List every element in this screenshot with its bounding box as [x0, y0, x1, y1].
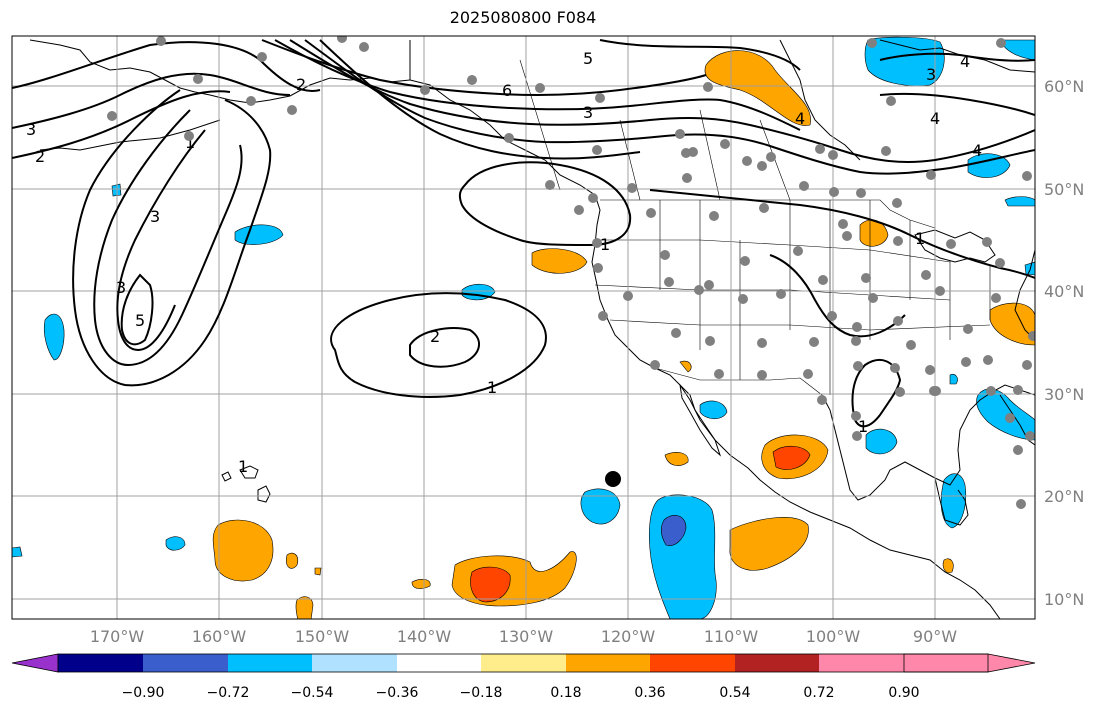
lon-label: 110°W	[704, 627, 759, 646]
colorbar-segment	[819, 654, 904, 672]
colorbar-tick: −0.18	[460, 685, 503, 701]
contour-label: 3	[116, 278, 126, 297]
lat-label: 50°N	[1044, 180, 1084, 199]
lon-label: 90°W	[913, 627, 957, 646]
plot-area	[12, 36, 1035, 619]
longitude-labels: 170°W 160°W 150°W 140°W 130°W 120°W 110°…	[90, 627, 957, 646]
colorbar-tick: 0.90	[888, 685, 919, 701]
contour-label: 4	[930, 109, 940, 128]
colorbar-segment	[228, 654, 312, 672]
colorbar-segment	[566, 654, 650, 672]
contour-label: 1	[600, 235, 610, 254]
lat-label: 60°N	[1044, 77, 1084, 96]
grid-lines	[12, 36, 1035, 619]
contour-label: 2	[35, 147, 45, 166]
colorbar: −0.90 −0.72 −0.54 −0.36 −0.18 0.18 0.36 …	[11, 653, 1036, 701]
contour-label: 3	[583, 103, 593, 122]
lon-label: 170°W	[90, 627, 145, 646]
colorbar-tick: 0.18	[550, 685, 581, 701]
contour-label: 4	[960, 52, 970, 71]
contour-label: 1	[487, 378, 497, 397]
colorbar-tick: −0.72	[207, 685, 250, 701]
colorbar-segment	[735, 654, 819, 672]
contour-label: 1	[915, 229, 925, 248]
contour-label: 2	[296, 75, 306, 94]
colorbar-tick: −0.54	[291, 685, 334, 701]
colorbar-extend-high	[903, 653, 1036, 673]
contour-label: 6	[502, 81, 512, 100]
colorbar-segment	[481, 654, 566, 672]
lon-label: 100°W	[806, 627, 861, 646]
contour-label: 3	[926, 65, 936, 84]
plot-frame	[11, 35, 1036, 620]
colorbar-segment	[650, 654, 735, 672]
colorbar-segment	[143, 654, 228, 672]
lon-label: 130°W	[499, 627, 554, 646]
map-title: 2025080800 F084	[449, 8, 597, 27]
contour-label: 5	[583, 49, 593, 68]
contour-label: 2	[430, 327, 440, 346]
colorbar-segment	[397, 654, 481, 672]
lat-label: 10°N	[1044, 590, 1084, 609]
colorbar-extend-low	[11, 653, 59, 673]
colorbar-tick: 0.54	[719, 685, 750, 701]
contour-label: 1	[238, 457, 248, 476]
target-point-marker	[605, 471, 621, 487]
contour-labels: 5 6 3 4 3 2 1 3 4 5 2 1 1 4 4 3 1 1 1 2 …	[26, 49, 982, 476]
colorbar-segment	[312, 654, 397, 672]
colorbar-tick: 0.36	[634, 685, 665, 701]
contour-label: 1	[858, 417, 868, 436]
contour-lines	[12, 39, 1035, 428]
colorbar-segment	[58, 654, 143, 672]
colorbar-tick: −0.90	[122, 685, 165, 701]
contour-label: 4	[972, 141, 982, 160]
latitude-labels: 60°N 50°N 40°N 30°N 20°N 10°N	[1044, 77, 1084, 609]
contour-label: 5	[135, 311, 145, 330]
contour-label: 1	[185, 133, 195, 152]
station-markers	[107, 36, 1035, 509]
lon-label: 140°W	[397, 627, 452, 646]
political-borders	[519, 59, 991, 396]
contour-label: 3	[26, 120, 36, 139]
lat-label: 30°N	[1044, 385, 1084, 404]
lon-label: 160°W	[192, 627, 247, 646]
contour-label: 3	[150, 207, 160, 226]
contour-label: 4	[795, 109, 805, 128]
lat-label: 40°N	[1044, 282, 1084, 301]
colorbar-tick: 0.72	[803, 685, 834, 701]
lon-label: 150°W	[295, 627, 350, 646]
colorbar-tick: −0.36	[376, 685, 419, 701]
lon-label: 120°W	[601, 627, 656, 646]
lat-label: 20°N	[1044, 487, 1084, 506]
